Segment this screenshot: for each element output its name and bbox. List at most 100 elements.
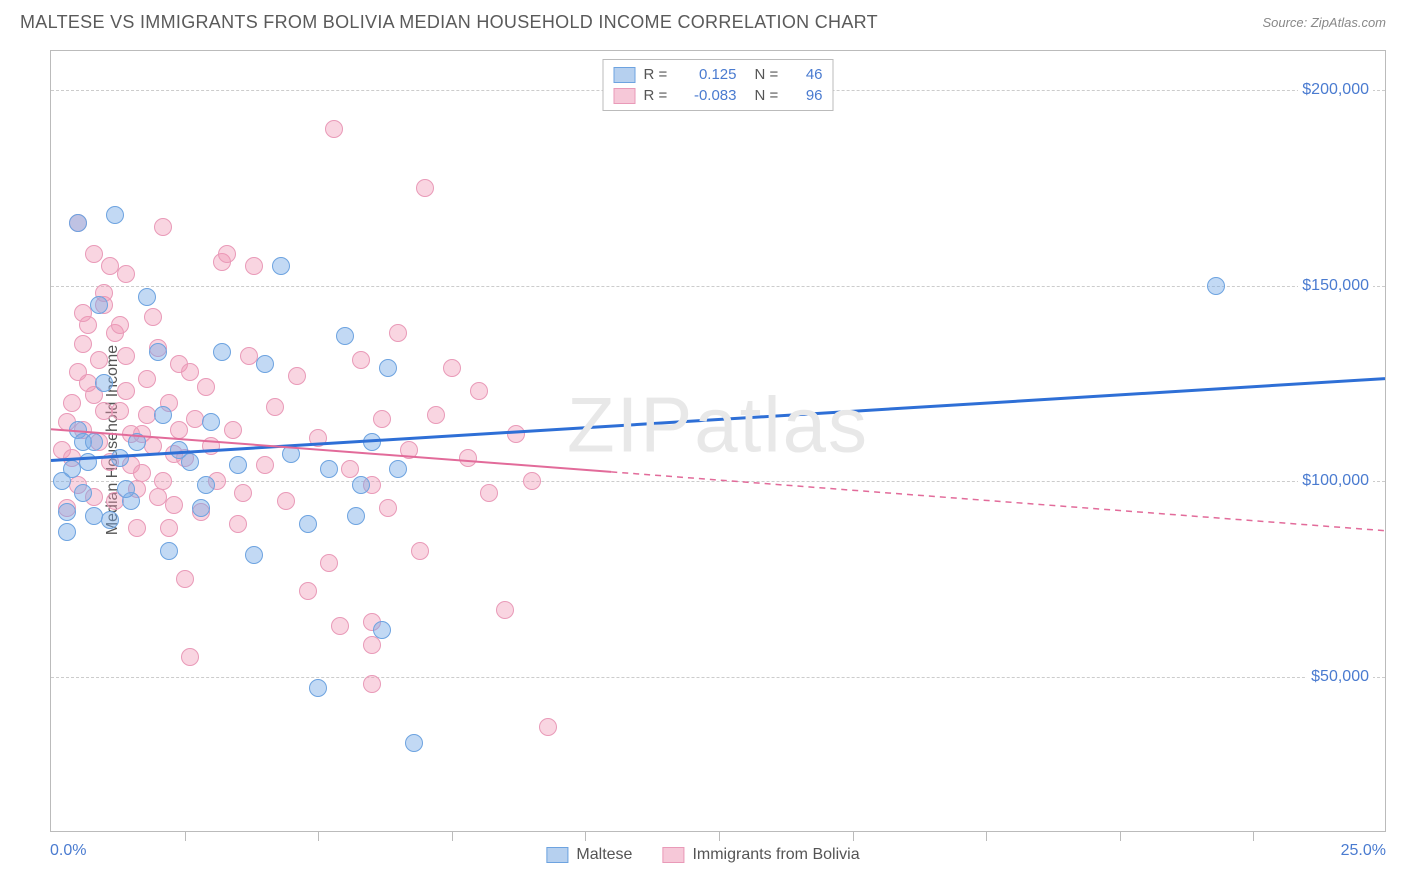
data-point-maltese — [379, 359, 397, 377]
data-point-bolivia — [427, 406, 445, 424]
data-point-maltese — [373, 621, 391, 639]
data-point-bolivia — [111, 402, 129, 420]
data-point-bolivia — [470, 382, 488, 400]
data-point-bolivia — [539, 718, 557, 736]
grid-line — [51, 286, 1385, 287]
data-point-bolivia — [197, 378, 215, 396]
data-point-bolivia — [400, 441, 418, 459]
y-tick-label: $50,000 — [1307, 666, 1373, 688]
data-point-bolivia — [144, 308, 162, 326]
data-point-bolivia — [63, 394, 81, 412]
data-point-bolivia — [170, 421, 188, 439]
data-point-bolivia — [411, 542, 429, 560]
data-point-maltese — [282, 445, 300, 463]
data-point-maltese — [74, 484, 92, 502]
x-tick — [719, 831, 720, 841]
legend-item: Immigrants from Bolivia — [662, 846, 859, 864]
x-tick — [452, 831, 453, 841]
data-point-bolivia — [74, 335, 92, 353]
grid-line — [51, 481, 1385, 482]
data-point-bolivia — [111, 316, 129, 334]
correlation-legend: R =0.125N =46R =-0.083N =96 — [603, 59, 834, 111]
data-point-maltese — [69, 214, 87, 232]
data-point-maltese — [111, 449, 129, 467]
y-tick-label: $150,000 — [1298, 275, 1373, 297]
data-point-bolivia — [523, 472, 541, 490]
data-point-maltese — [101, 511, 119, 529]
legend-n-label: N = — [755, 87, 785, 104]
data-point-bolivia — [181, 363, 199, 381]
data-point-maltese — [85, 433, 103, 451]
data-point-bolivia — [507, 425, 525, 443]
legend-n-value: 46 — [793, 66, 823, 83]
legend-row-bolivia: R =-0.083N =96 — [614, 85, 823, 106]
data-point-bolivia — [144, 437, 162, 455]
x-axis-min-label: 0.0% — [50, 842, 86, 860]
data-point-maltese — [79, 453, 97, 471]
data-point-bolivia — [202, 437, 220, 455]
data-point-maltese — [160, 542, 178, 560]
data-point-bolivia — [288, 367, 306, 385]
data-point-bolivia — [117, 265, 135, 283]
data-point-bolivia — [266, 398, 284, 416]
legend-label: Immigrants from Bolivia — [692, 846, 859, 864]
data-point-bolivia — [117, 382, 135, 400]
legend-swatch — [614, 88, 636, 104]
data-point-maltese — [256, 355, 274, 373]
legend-r-label: R = — [644, 66, 674, 83]
legend-label: Maltese — [576, 846, 632, 864]
data-point-maltese — [85, 507, 103, 525]
y-tick-label: $100,000 — [1298, 470, 1373, 492]
data-point-maltese — [90, 296, 108, 314]
data-point-maltese — [389, 460, 407, 478]
data-point-bolivia — [416, 179, 434, 197]
legend-n-value: 96 — [793, 87, 823, 104]
data-point-bolivia — [331, 617, 349, 635]
data-point-maltese — [352, 476, 370, 494]
series-legend: Maltese Immigrants from Bolivia — [546, 846, 859, 864]
data-point-bolivia — [496, 601, 514, 619]
data-point-maltese — [58, 523, 76, 541]
data-point-maltese — [1207, 277, 1225, 295]
data-point-maltese — [138, 288, 156, 306]
chart-plot-area: ZIPatlas $50,000$100,000$150,000$200,000… — [50, 50, 1386, 832]
legend-swatch — [614, 67, 636, 83]
legend-r-value: 0.125 — [682, 66, 737, 83]
data-point-bolivia — [320, 554, 338, 572]
x-axis-max-label: 25.0% — [1341, 842, 1386, 860]
data-point-bolivia — [352, 351, 370, 369]
data-point-bolivia — [133, 464, 151, 482]
data-point-bolivia — [443, 359, 461, 377]
x-tick — [185, 831, 186, 841]
data-point-maltese — [181, 453, 199, 471]
x-tick — [986, 831, 987, 841]
data-point-bolivia — [363, 675, 381, 693]
data-point-bolivia — [181, 648, 199, 666]
data-point-maltese — [154, 406, 172, 424]
data-point-maltese — [202, 413, 220, 431]
data-point-bolivia — [128, 519, 146, 537]
data-point-maltese — [213, 343, 231, 361]
source-label: Source: ZipAtlas.com — [1262, 15, 1386, 30]
data-point-bolivia — [85, 245, 103, 263]
data-point-bolivia — [117, 347, 135, 365]
data-point-maltese — [309, 679, 327, 697]
data-point-maltese — [106, 206, 124, 224]
legend-swatch — [662, 847, 684, 863]
data-point-bolivia — [299, 582, 317, 600]
data-point-maltese — [320, 460, 338, 478]
data-point-bolivia — [176, 570, 194, 588]
data-point-bolivia — [234, 484, 252, 502]
data-point-maltese — [149, 343, 167, 361]
data-point-bolivia — [90, 351, 108, 369]
x-tick — [318, 831, 319, 841]
data-point-bolivia — [165, 496, 183, 514]
x-tick — [1253, 831, 1254, 841]
data-point-maltese — [405, 734, 423, 752]
legend-r-value: -0.083 — [682, 87, 737, 104]
data-point-bolivia — [95, 402, 113, 420]
data-point-bolivia — [186, 410, 204, 428]
legend-n-label: N = — [755, 66, 785, 83]
data-point-bolivia — [138, 370, 156, 388]
data-point-maltese — [336, 327, 354, 345]
